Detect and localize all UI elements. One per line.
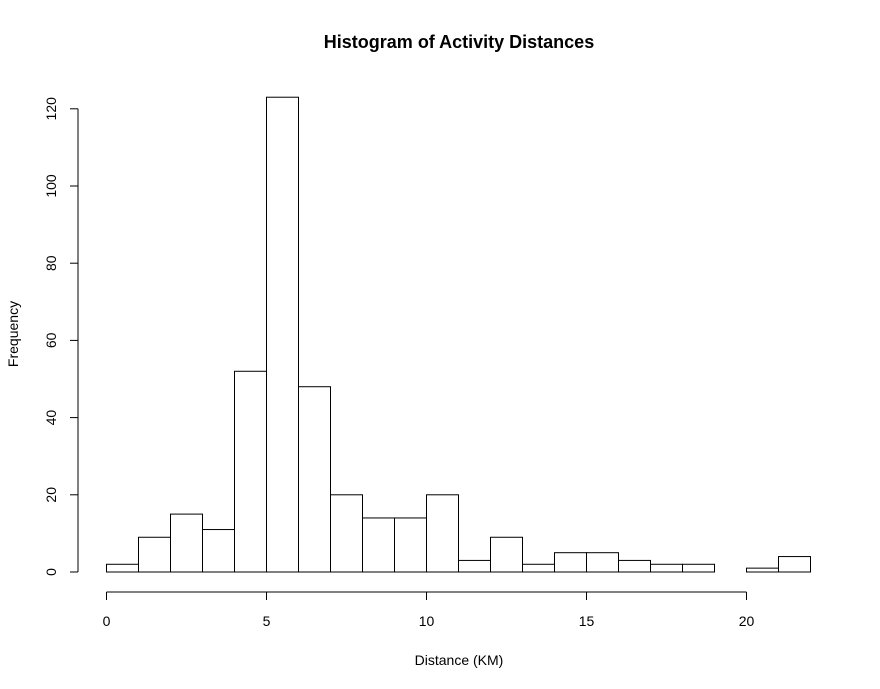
histogram-bar — [106, 563, 139, 573]
histogram-bar — [202, 529, 235, 573]
histogram-bar — [330, 494, 363, 573]
bars-group — [106, 96, 811, 573]
y-tick-label: 60 — [43, 332, 59, 348]
histogram-bar — [618, 559, 651, 573]
y-tick-label: 40 — [43, 410, 59, 426]
y-tick-label: 20 — [43, 487, 59, 503]
histogram-bar — [554, 552, 587, 573]
x-tick-label: 0 — [103, 613, 111, 629]
x-axis-label: Distance (KM) — [415, 652, 504, 668]
x-tick-label: 15 — [579, 613, 595, 629]
histogram-bar — [586, 552, 619, 573]
histogram-bar — [298, 386, 331, 573]
histogram-bar — [170, 513, 203, 573]
histogram-bar — [362, 517, 395, 573]
y-tick-label: 0 — [43, 568, 59, 576]
histogram-bar — [522, 563, 555, 573]
histogram-bar — [458, 559, 491, 573]
histogram-bar — [266, 96, 299, 573]
y-tick-label: 120 — [43, 97, 59, 121]
y-tick-label: 80 — [43, 255, 59, 271]
chart-title: Histogram of Activity Distances — [324, 32, 594, 52]
histogram-bar — [234, 370, 267, 573]
y-axis: 0 20 40 60 80 100 120 — [43, 97, 79, 576]
histogram-bar — [778, 556, 811, 573]
histogram-bar — [650, 563, 683, 573]
histogram-bar — [138, 536, 171, 573]
histogram-bar — [394, 517, 427, 573]
x-tick-label: 20 — [739, 613, 755, 629]
histogram-bar — [426, 494, 459, 573]
y-tick-label: 100 — [43, 174, 59, 198]
x-tick-label: 5 — [263, 613, 271, 629]
histogram-bar — [490, 536, 523, 573]
histogram-bar — [746, 567, 779, 573]
x-tick-label: 10 — [419, 613, 435, 629]
x-axis: 0 5 10 15 20 — [103, 591, 755, 629]
y-axis-label: Frequency — [5, 301, 21, 367]
histogram-bar — [682, 563, 715, 573]
